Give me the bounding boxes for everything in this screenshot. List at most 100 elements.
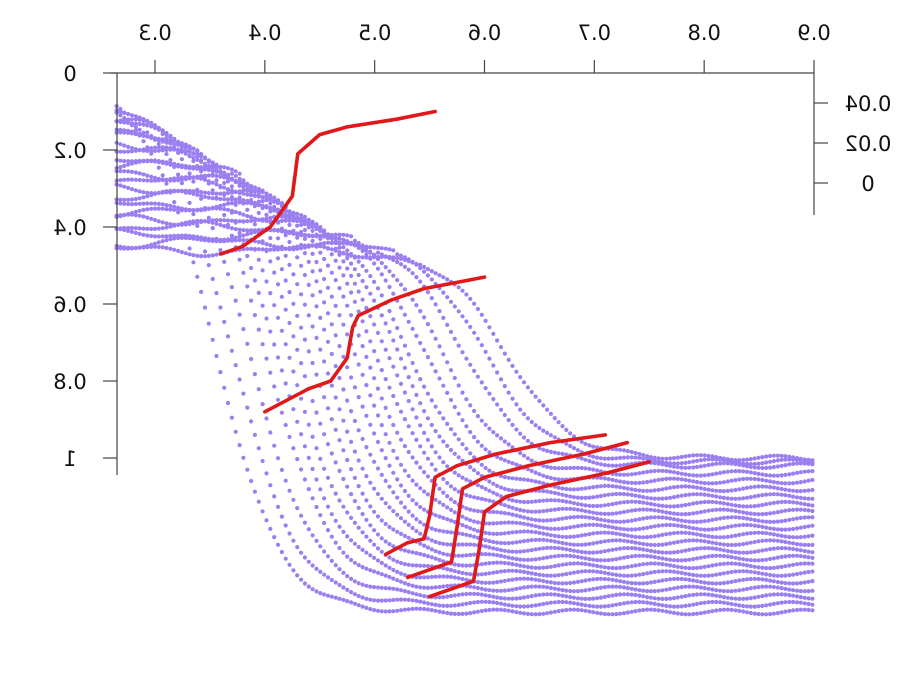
data-point <box>306 233 311 239</box>
data-point <box>587 495 592 500</box>
data-point <box>318 234 323 239</box>
data-point <box>356 333 361 338</box>
data-point <box>402 562 407 567</box>
data-point <box>198 159 204 164</box>
data-point <box>510 505 515 510</box>
data-point <box>645 507 650 512</box>
data-point <box>452 569 457 574</box>
data-point <box>698 565 703 570</box>
data-point <box>687 465 692 470</box>
data-point <box>429 526 434 531</box>
data-point <box>652 515 657 520</box>
data-point <box>691 501 696 506</box>
data-point <box>771 492 776 497</box>
data-point <box>614 547 619 552</box>
data-point <box>214 191 219 196</box>
data-point <box>714 608 719 613</box>
data-point <box>702 473 707 478</box>
data-point <box>129 121 134 126</box>
data-point <box>468 362 473 367</box>
data-point <box>279 549 284 555</box>
data-point <box>498 596 504 601</box>
data-point <box>502 578 507 584</box>
data-point <box>256 203 261 208</box>
data-point <box>310 563 315 568</box>
data-point <box>118 227 123 232</box>
data-point <box>245 284 250 289</box>
data-point <box>441 383 446 388</box>
data-point <box>437 344 442 349</box>
data-point <box>598 576 603 582</box>
data-point <box>733 458 738 463</box>
data-point <box>233 429 238 434</box>
data-point <box>737 562 742 567</box>
data-point <box>398 571 404 576</box>
data-point <box>137 201 142 206</box>
data-point <box>694 473 700 478</box>
data-point <box>802 507 807 512</box>
data-point <box>233 178 238 183</box>
data-point <box>718 461 723 466</box>
data-point <box>202 161 208 166</box>
data-point <box>341 251 346 256</box>
data-point <box>602 476 607 481</box>
data-point <box>218 248 223 253</box>
data-point <box>248 215 254 220</box>
data-point <box>675 570 680 575</box>
data-point <box>348 600 354 605</box>
data-point <box>364 550 369 555</box>
data-point <box>298 432 304 437</box>
data-point <box>625 480 630 485</box>
data-point <box>771 565 776 571</box>
data-point <box>237 238 242 243</box>
data-point <box>548 508 553 513</box>
data-point <box>160 202 165 207</box>
data-point <box>356 362 361 367</box>
data-point <box>798 525 803 530</box>
data-point <box>125 225 131 231</box>
data-point <box>691 612 696 617</box>
data-point <box>587 466 592 471</box>
data-point <box>595 604 600 609</box>
data-point <box>806 542 811 548</box>
data-point <box>525 385 530 390</box>
data-point <box>752 494 757 499</box>
data-point <box>702 600 707 605</box>
data-point <box>356 505 361 510</box>
data-point <box>783 463 788 468</box>
data-point <box>437 455 442 460</box>
data-point <box>568 525 573 530</box>
data-point <box>760 477 765 483</box>
data-point <box>645 542 650 547</box>
data-point <box>768 485 773 490</box>
data-point <box>464 424 469 429</box>
data-point <box>779 492 784 497</box>
data-point <box>287 320 292 326</box>
data-point <box>268 197 273 203</box>
data-point <box>614 566 619 571</box>
data-point <box>206 158 211 163</box>
data-point <box>760 548 765 553</box>
data-point <box>610 463 615 468</box>
data-point <box>560 516 565 521</box>
data-point <box>568 494 573 499</box>
data-point <box>714 541 719 546</box>
data-point <box>272 494 277 499</box>
data-point <box>256 247 261 252</box>
data-point <box>783 600 788 605</box>
data-point <box>733 550 738 555</box>
data-point <box>687 519 692 524</box>
data-point <box>229 201 234 206</box>
data-point <box>591 604 596 609</box>
data-point <box>545 508 550 513</box>
data-point <box>614 463 619 468</box>
data-point <box>721 515 726 521</box>
data-point <box>149 178 154 183</box>
data-point <box>618 532 623 537</box>
data-point <box>195 274 200 279</box>
data-point <box>287 434 292 439</box>
data-point <box>683 584 688 589</box>
red-line <box>262 275 487 414</box>
data-point <box>571 589 577 594</box>
data-point <box>568 561 573 566</box>
